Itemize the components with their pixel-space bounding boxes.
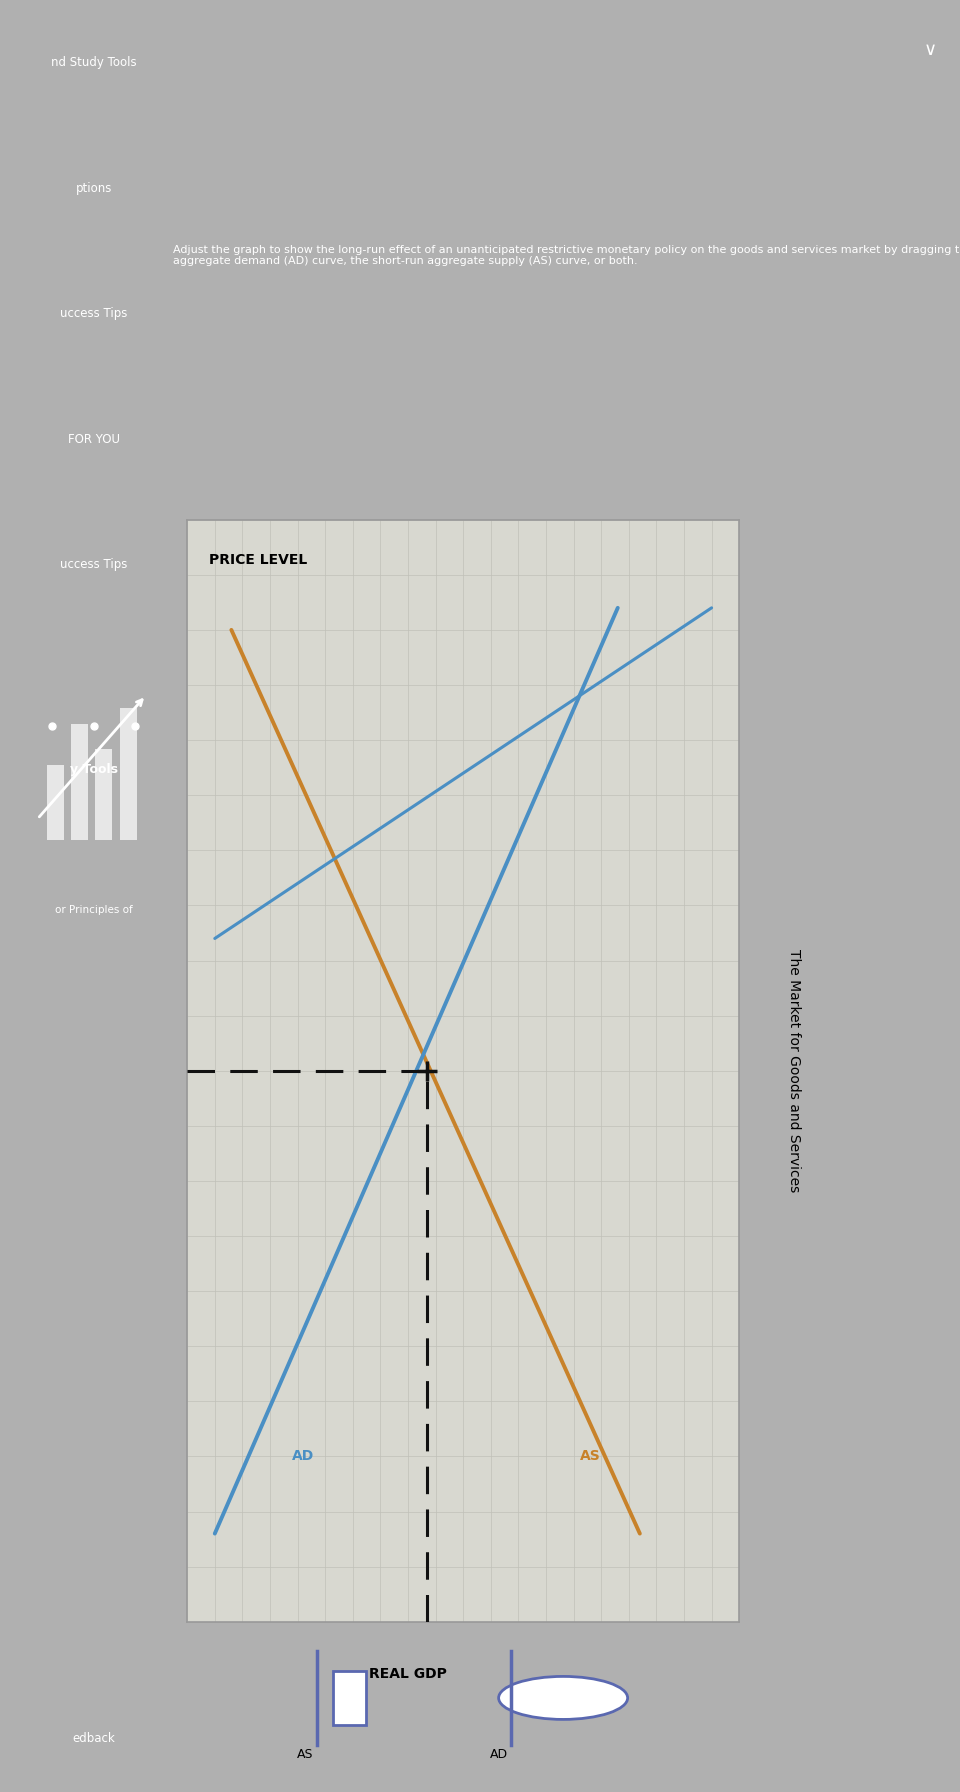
Bar [333, 1670, 366, 1724]
Bar [95, 749, 112, 839]
Text: ptions: ptions [76, 181, 111, 195]
Circle shape [498, 1677, 628, 1720]
Text: y Tools: y Tools [70, 763, 118, 776]
Text: or Principles of: or Principles of [55, 905, 132, 914]
Text: AD: AD [490, 1747, 508, 1762]
Bar [120, 708, 136, 839]
Text: nd Study Tools: nd Study Tools [51, 56, 136, 70]
Text: uccess Tips: uccess Tips [60, 557, 128, 572]
Text: PRICE LEVEL: PRICE LEVEL [209, 552, 307, 566]
Text: AS: AS [297, 1747, 313, 1762]
Bar [47, 765, 63, 839]
Text: edback: edback [72, 1731, 115, 1745]
Text: AS: AS [580, 1450, 601, 1464]
Text: REAL GDP: REAL GDP [369, 1667, 447, 1681]
Text: uccess Tips: uccess Tips [60, 306, 128, 321]
Text: FOR YOU: FOR YOU [67, 432, 120, 446]
Text: AD: AD [292, 1450, 314, 1464]
Text: ∨: ∨ [924, 41, 937, 59]
Text: Adjust the graph to show the long-run effect of an unanticipated restrictive mon: Adjust the graph to show the long-run ef… [174, 244, 960, 267]
Bar [71, 724, 88, 839]
Text: The Market for Goods and Services: The Market for Goods and Services [787, 950, 802, 1192]
